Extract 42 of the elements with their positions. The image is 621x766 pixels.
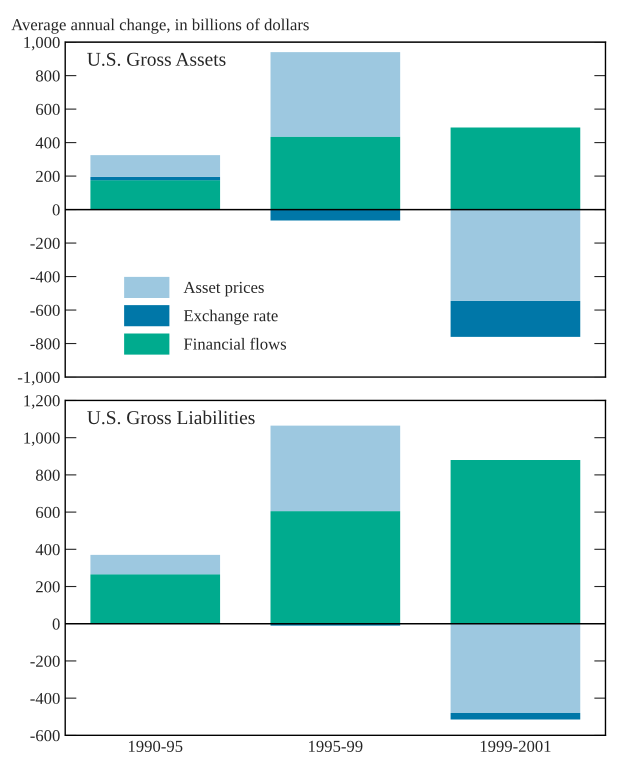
- legend-label: Financial flows: [184, 338, 286, 350]
- y-tick-label: -400: [30, 271, 60, 282]
- y-tick-label: 1,200: [24, 395, 60, 409]
- y-tick-label: -800: [30, 338, 60, 350]
- y-tick-label: 800: [36, 70, 60, 82]
- x-tick-label: 1990-95: [128, 740, 182, 752]
- y-tick-label: 600: [36, 104, 60, 116]
- y-tick-label: 1,000: [24, 36, 60, 50]
- bar: [270, 511, 400, 624]
- legend-label: Exchange rate: [184, 310, 278, 325]
- bar: [270, 210, 400, 220]
- y-axis-title: Average annual change, in billions of dollars: [11, 18, 309, 34]
- legend-label: Asset prices: [184, 282, 264, 296]
- bar: [270, 136, 400, 210]
- bar: [450, 128, 580, 210]
- bar: [90, 180, 220, 210]
- chart-title: U.S. Gross Assets: [87, 52, 226, 66]
- y-tick-label: -200: [30, 656, 60, 667]
- y-tick-label: 1,000: [24, 432, 60, 446]
- y-tick-label: 200: [36, 581, 60, 592]
- y-tick-label: -1,000: [18, 372, 60, 386]
- y-tick-label: -600: [30, 304, 60, 316]
- bar: [90, 155, 220, 177]
- bar: [270, 52, 400, 137]
- bar: [90, 176, 220, 180]
- bar: [90, 554, 220, 574]
- y-tick-label: 400: [36, 544, 60, 556]
- y-tick-label: 200: [36, 170, 60, 182]
- x-tick-label: 1999-2001: [480, 740, 551, 752]
- y-tick-label: -400: [30, 692, 60, 704]
- y-tick-label: 600: [36, 506, 60, 518]
- y-tick-label: 800: [36, 470, 60, 481]
- y-tick-label: 400: [36, 137, 60, 149]
- x-tick-label: 1995-99: [309, 740, 362, 752]
- y-tick-label: -600: [30, 730, 60, 742]
- chart-title: U.S. Gross Liabilities: [87, 410, 255, 424]
- y-tick-label: 0: [52, 618, 60, 630]
- bar: [450, 460, 580, 624]
- y-tick-label: -200: [30, 238, 60, 250]
- bar: [90, 574, 220, 624]
- y-tick-label: 0: [52, 204, 60, 216]
- bar: [270, 426, 400, 512]
